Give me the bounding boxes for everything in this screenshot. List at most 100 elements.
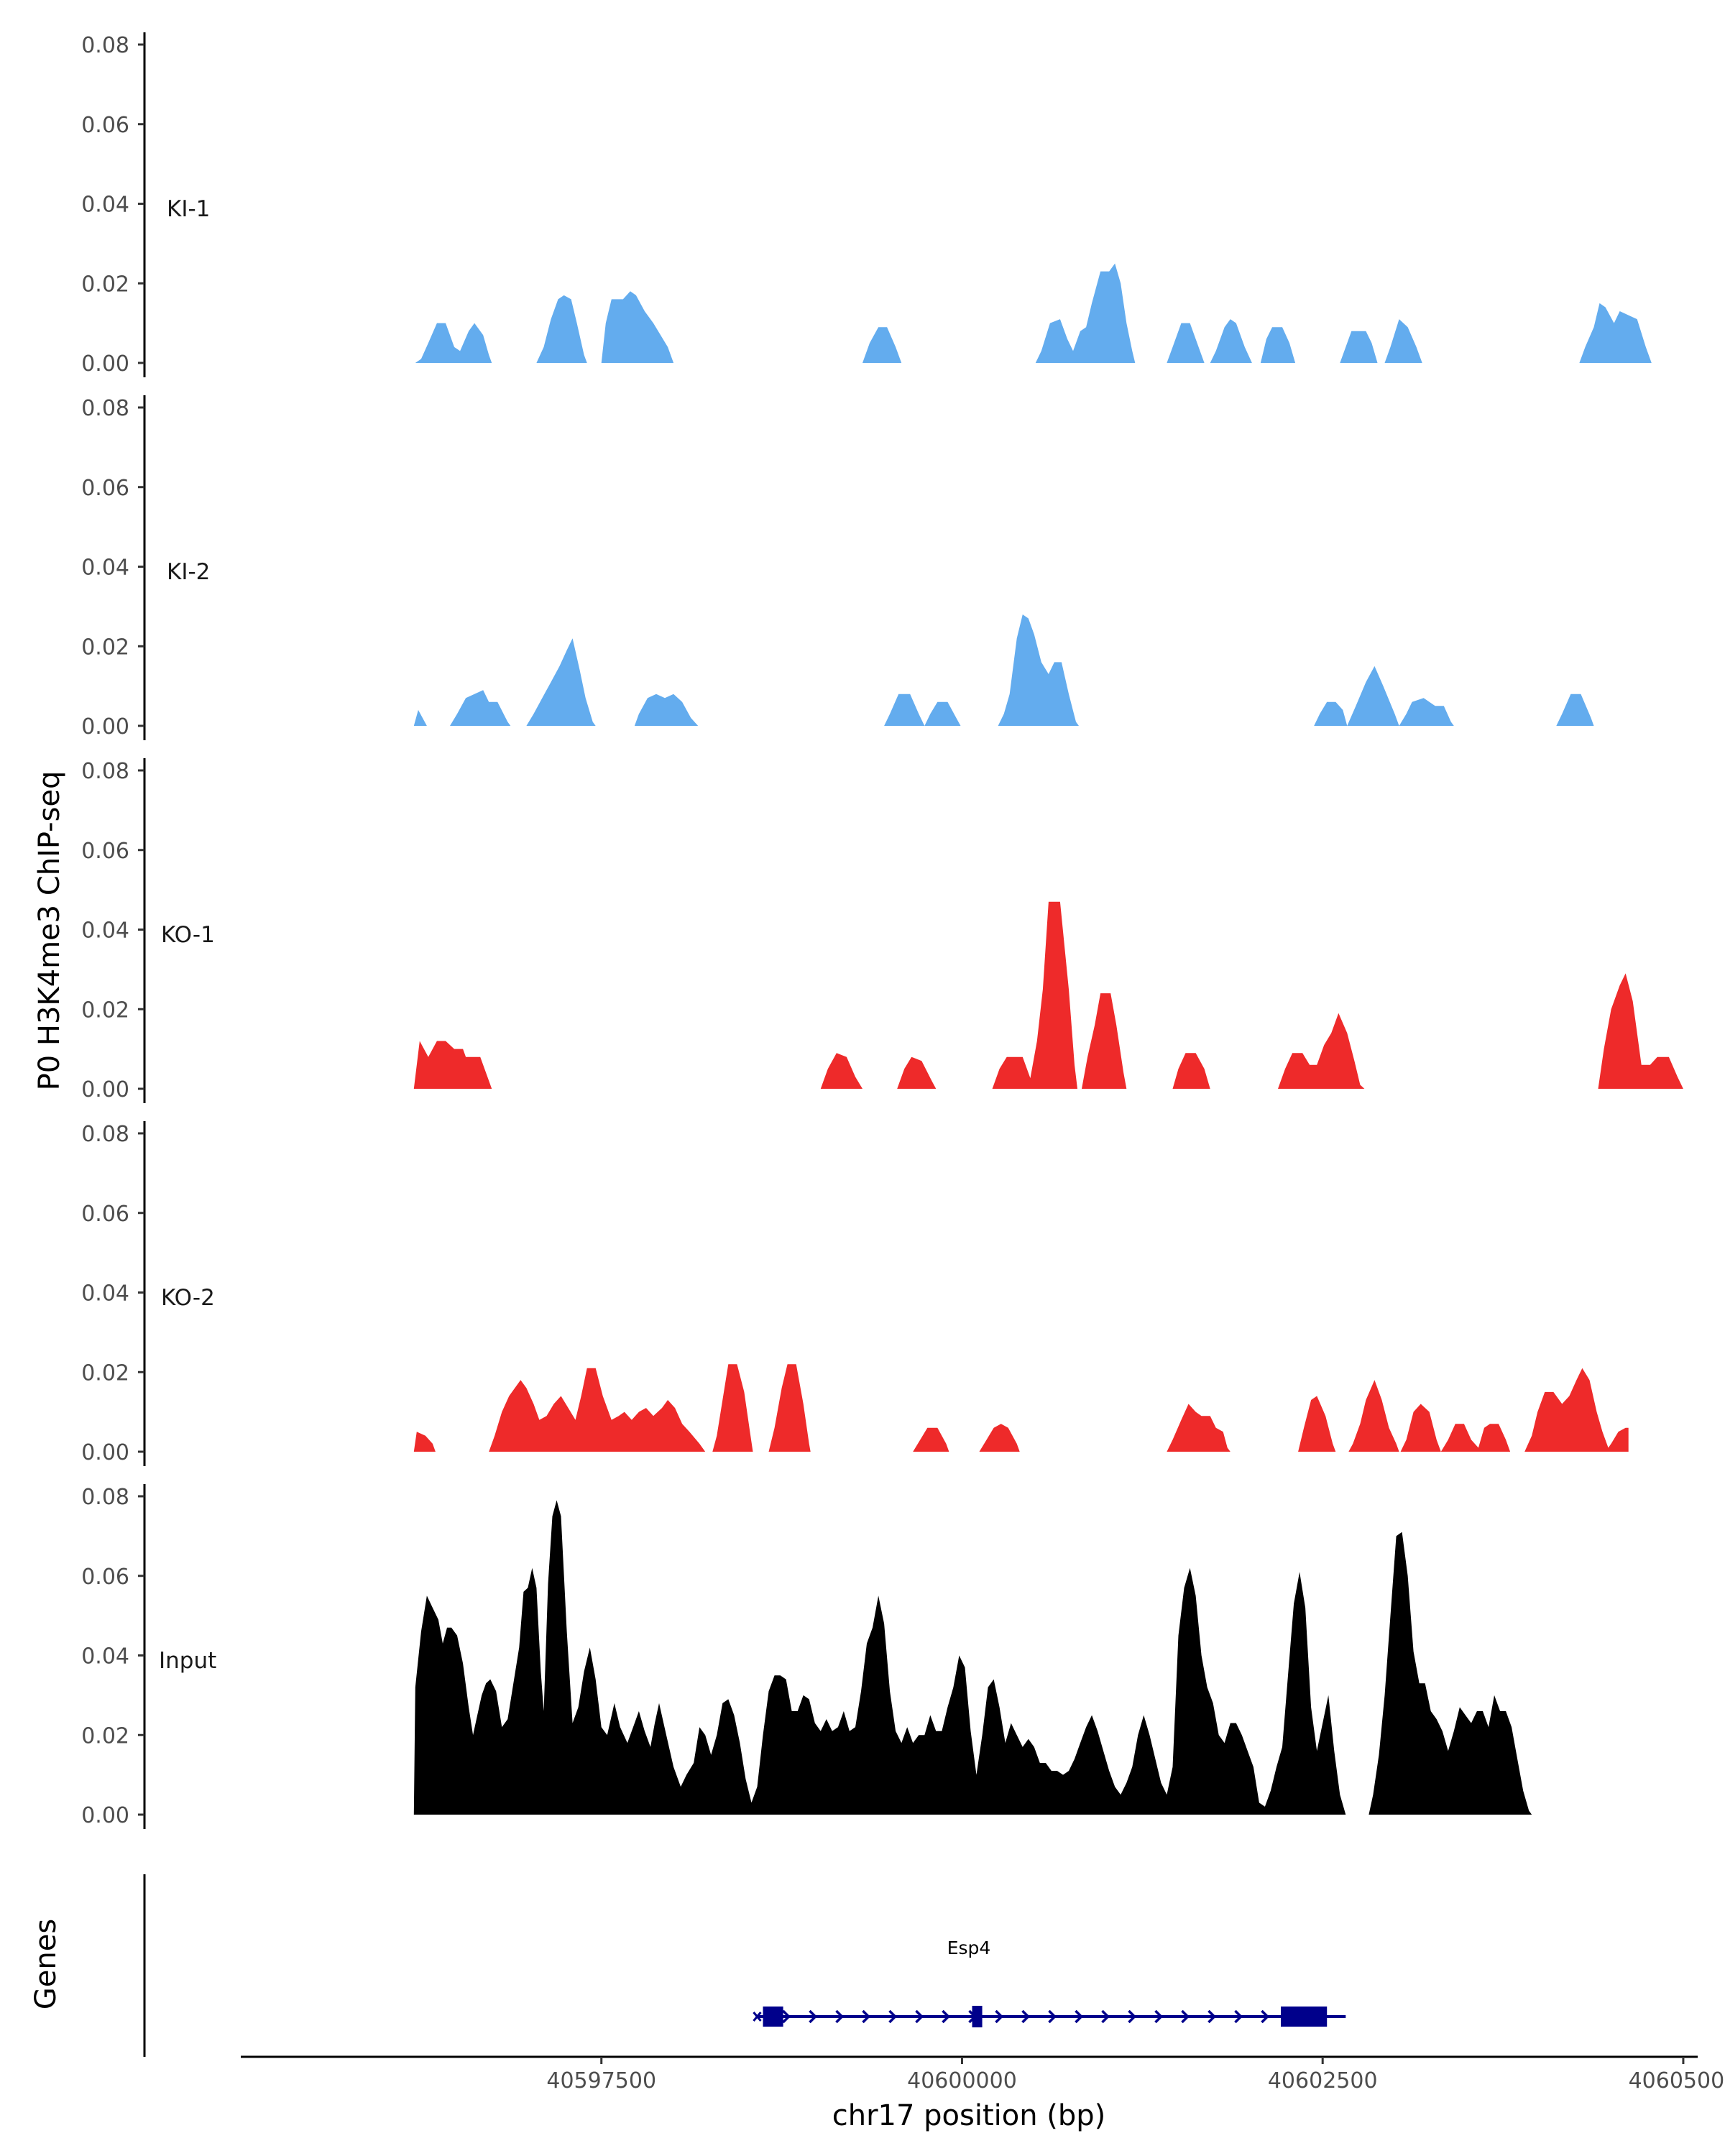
peak-ki-2-6 xyxy=(924,701,961,726)
peak-ko-1-7 xyxy=(1172,1053,1210,1089)
y-tick-label: 0.08 xyxy=(81,396,129,421)
gene-model xyxy=(753,2006,1346,2027)
peak-ki-2-4 xyxy=(634,694,699,726)
y-tick-label: 0.02 xyxy=(81,272,129,297)
x-tick-label: 40600000 xyxy=(907,2068,1017,2093)
track-label-input: Input xyxy=(159,1648,216,1674)
peak-ko-2-4 xyxy=(768,1364,811,1452)
peak-ko-1-3 xyxy=(897,1056,937,1089)
peak-ko-2-12 xyxy=(1524,1368,1629,1452)
peak-ki-1-7 xyxy=(1210,319,1252,363)
peak-ki-2-11 xyxy=(1556,694,1594,726)
strand-arrow xyxy=(995,2009,1003,2024)
y-tick-label: 0.08 xyxy=(81,33,129,58)
peak-ki-2-5 xyxy=(884,694,925,726)
strand-arrow xyxy=(835,2009,844,2024)
y-tick-label: 0.00 xyxy=(81,1803,129,1828)
peak-ko-1-4 xyxy=(992,1056,1036,1089)
peak-ko-2-1 xyxy=(413,1432,436,1452)
track-label-ki-1: KI-1 xyxy=(167,196,210,222)
peak-ki-1-11 xyxy=(1579,303,1652,363)
peak-ki-1-1 xyxy=(415,323,492,363)
x-tick-label: 40605000 xyxy=(1629,2068,1725,2093)
y-tick-label: 0.04 xyxy=(81,1644,129,1669)
peak-ki-1-5 xyxy=(1035,263,1136,363)
y-tick-label: 0.00 xyxy=(81,714,129,740)
peak-ki-2-9 xyxy=(1347,665,1399,726)
strand-arrow xyxy=(915,2009,924,2024)
strand-arrow xyxy=(1075,2009,1083,2024)
track-panel-ki-1: 0.00 0.02 0.04 0.06 0.08 KI-1 xyxy=(81,32,1652,377)
strand-arrow xyxy=(1021,2009,1030,2024)
peak-ki-1-3 xyxy=(601,291,674,363)
y-tick-label: 0.06 xyxy=(81,113,129,138)
y-tick-label: 0.00 xyxy=(81,351,129,377)
y-tick-label: 0.06 xyxy=(81,1202,129,1227)
track-label-ki-2: KI-2 xyxy=(167,559,210,585)
strand-arrow xyxy=(809,2009,817,2024)
peak-ko-1-5 xyxy=(1028,901,1077,1089)
y-tick-label: 0.02 xyxy=(81,1723,129,1749)
gene-start-marker xyxy=(753,2012,762,2022)
peak-ko-2-6 xyxy=(979,1424,1020,1452)
strand-arrow xyxy=(1261,2009,1269,2024)
y-tick-label: 0.00 xyxy=(81,1077,129,1102)
peak-ki-1-8 xyxy=(1260,327,1296,363)
x-axis-title: chr17 position (bp) xyxy=(832,2099,1106,2132)
gene-exon-3 xyxy=(1280,2007,1328,2027)
peak-ko-2-3 xyxy=(712,1364,753,1452)
strand-arrow xyxy=(1128,2009,1136,2024)
y-tick-label: 0.08 xyxy=(81,759,129,784)
peak-ki-2-3 xyxy=(526,638,596,726)
y-tick-label: 0.06 xyxy=(81,839,129,864)
strand-arrow xyxy=(888,2009,897,2024)
strand-arrow xyxy=(782,2009,791,2024)
gene-label-esp4: Esp4 xyxy=(947,1938,991,1958)
y-tick-label: 0.02 xyxy=(81,998,129,1023)
y-tick-label: 0.04 xyxy=(81,193,129,218)
peak-input-2 xyxy=(1368,1531,1532,1815)
gene-exon-1 xyxy=(763,2007,783,2027)
peak-ko-2-9 xyxy=(1348,1380,1399,1452)
peak-ki-1-4 xyxy=(862,327,902,363)
y-tick-label: 0.06 xyxy=(81,1565,129,1590)
peak-ko-2-2 xyxy=(489,1368,706,1452)
y-tick-label: 0.00 xyxy=(81,1440,129,1465)
peak-ki-1-9 xyxy=(1340,331,1378,363)
strand-arrow xyxy=(862,2009,870,2024)
x-tick-label: 40602500 xyxy=(1268,2068,1378,2093)
peak-ki-2-2 xyxy=(450,690,511,726)
peak-ko-2-7 xyxy=(1167,1404,1230,1452)
peak-ko-1-6 xyxy=(1082,993,1127,1089)
strand-arrow xyxy=(1181,2009,1190,2024)
strand-arrow xyxy=(1048,2009,1057,2024)
track-panel-ko-2: 0.00 0.02 0.04 0.06 0.08 KO-2 xyxy=(81,1121,1629,1466)
peak-ki-2-1 xyxy=(413,709,427,726)
peak-ko-2-5 xyxy=(913,1427,949,1452)
y-tick-label: 0.04 xyxy=(81,918,129,944)
x-tick-label: 40597500 xyxy=(546,2068,656,2093)
peak-ko-1-2 xyxy=(820,1053,862,1089)
y-tick-label: 0.08 xyxy=(81,1122,129,1147)
y-tick-label: 0.06 xyxy=(81,476,129,501)
y-tick-label: 0.08 xyxy=(81,1485,129,1510)
track-panel-ko-1: 0.00 0.02 0.04 0.06 0.08 KO-1 xyxy=(81,758,1683,1103)
peak-ko-1-8 xyxy=(1278,1013,1365,1089)
genes-axis-title: Genes xyxy=(29,1919,63,2009)
strand-arrow xyxy=(1101,2009,1110,2024)
peak-ki-2-8 xyxy=(1314,701,1348,726)
y-tick-label: 0.02 xyxy=(81,1360,129,1386)
peak-ko-2-8 xyxy=(1298,1396,1336,1452)
strand-arrow xyxy=(1234,2009,1243,2024)
gene-exon-2 xyxy=(972,2006,983,2027)
peak-ko-2-10 xyxy=(1400,1404,1441,1452)
y-tick-label: 0.04 xyxy=(81,1281,129,1307)
track-label-ko-2: KO-2 xyxy=(161,1285,215,1311)
peak-ki-2-7 xyxy=(998,614,1079,726)
y-tick-label: 0.02 xyxy=(81,635,129,660)
y-tick-label: 0.04 xyxy=(81,556,129,581)
peak-ko-1-9 xyxy=(1598,973,1683,1089)
strand-arrow xyxy=(1154,2009,1163,2024)
